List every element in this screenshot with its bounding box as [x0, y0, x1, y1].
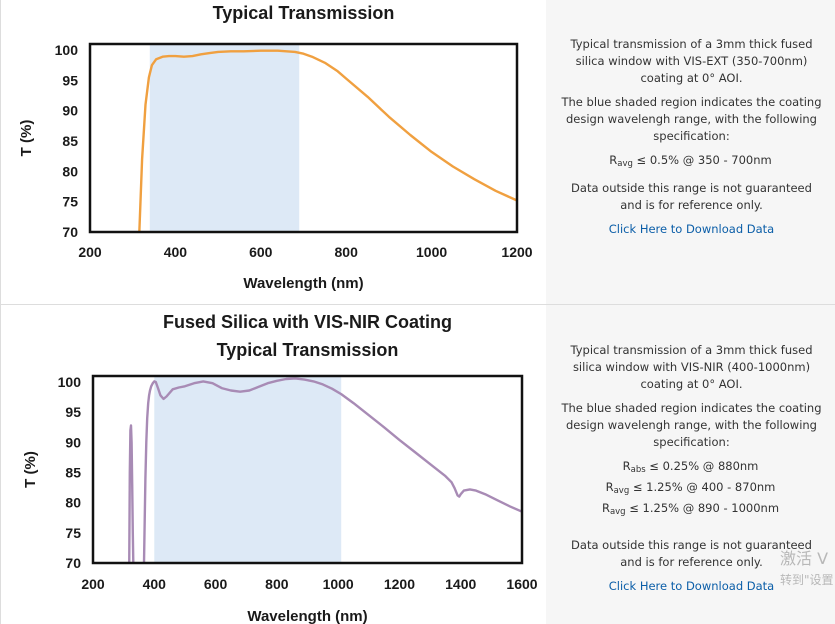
x-tick-label: 1000: [323, 576, 354, 592]
x-axis-label: Wavelength (nm): [243, 275, 363, 292]
plot-frame: [88, 42, 519, 234]
x-tick-label: 800: [335, 244, 359, 260]
x-tick-label: 1200: [501, 244, 532, 260]
y-tick-label: 85: [65, 465, 81, 481]
x-tick-label: 200: [78, 244, 102, 260]
shade-note-text: The blue shaded region indicates the coa…: [561, 401, 822, 449]
y-tick-label: 70: [62, 224, 78, 240]
info-panel: Typical transmission of a 3mm thick fuse…: [546, 0, 835, 304]
x-tick-label: 1000: [416, 244, 447, 260]
description-text: Typical transmission of a 3mm thick fuse…: [570, 343, 813, 391]
spec-value: ≤ 1.25% @ 890 - 1000nm: [625, 501, 780, 515]
disclaimer-text: Data outside this range is not guarantee…: [571, 181, 812, 212]
coating-design-range-shade: [154, 376, 342, 563]
watermark-line1: 激活 V: [780, 549, 829, 568]
y-tick-label: 95: [65, 404, 81, 420]
series-line: [128, 377, 522, 563]
chart-title: Fused Silica with VIS-NIR Coating: [163, 312, 452, 332]
spec-list: Ravg ≤ 0.5% @ 350 - 700nm: [546, 152, 835, 173]
spec-line: Ravg ≤ 0.5% @ 350 - 700nm: [546, 152, 835, 173]
x-tick-label: 200: [81, 576, 105, 592]
plot-frame: [91, 374, 524, 565]
info-text: Typical transmission of a 3mm thick fuse…: [546, 342, 835, 602]
shade-note-text: The blue shaded region indicates the coa…: [561, 95, 822, 143]
download-data-link[interactable]: Click Here to Download Data: [608, 222, 775, 236]
spec-subscript: abs: [630, 465, 646, 475]
spec-value: ≤ 0.5% @ 350 - 700nm: [632, 153, 772, 167]
y-tick-label: 70: [65, 555, 81, 571]
x-axis-label: Wavelength (nm): [247, 608, 367, 624]
x-tick-label: 1200: [384, 576, 415, 592]
x-tick-label: 1400: [445, 576, 476, 592]
y-tick-label: 90: [62, 103, 78, 119]
x-tick-label: 600: [249, 244, 273, 260]
description-text: Typical transmission of a 3mm thick fuse…: [570, 37, 813, 85]
info-text: Typical transmission of a 3mm thick fuse…: [546, 36, 835, 245]
spec-line: Ravg ≤ 1.25% @ 890 - 1000nm: [546, 500, 835, 521]
y-tick-label: 75: [62, 194, 78, 210]
chart-row-vis-nir: Fused Silica with VIS-NIR Coating Typical…: [0, 304, 835, 624]
y-tick-label: 100: [55, 42, 79, 58]
y-tick-label: 90: [65, 434, 81, 450]
x-tick-label: 400: [143, 576, 167, 592]
chart-title: Typical Transmission: [217, 340, 399, 360]
chart-cell: Typical Transmission 200 400 600 800 1000 1200…: [0, 0, 547, 304]
x-tick-label: 400: [164, 244, 188, 260]
y-tick-label: 85: [62, 133, 78, 149]
download-data-link[interactable]: Click Here to Download Data: [608, 579, 775, 593]
y-tick-label: 100: [58, 374, 82, 390]
spec-subscript: avg: [617, 159, 633, 169]
y-tick-label: 80: [65, 495, 81, 511]
transmission-chart-vis-ext: Typical Transmission 200 400 600 800 1000 1200…: [18, 3, 533, 292]
y-tick-label: 80: [62, 163, 78, 179]
spec-value: ≤ 0.25% @ 880nm: [645, 459, 759, 473]
spec-subscript: avg: [613, 486, 630, 496]
coating-design-range-shade: [149, 44, 300, 232]
spec-symbol: R: [605, 480, 614, 494]
chart-title: Typical Transmission: [213, 3, 395, 23]
y-axis-label: T (%): [22, 451, 39, 488]
spec-line: Rabs ≤ 0.25% @ 880nm: [546, 458, 835, 479]
x-tick-label: 1600: [506, 576, 537, 592]
chart-row-vis-ext: Typical Transmission 200 400 600 800 1000 1200…: [0, 0, 835, 304]
y-axis-label: T (%): [18, 120, 35, 157]
y-tick-label: 75: [65, 525, 81, 541]
series-line: [138, 49, 517, 232]
spec-line: Ravg ≤ 1.25% @ 400 - 870nm: [546, 479, 835, 500]
spec-value: ≤ 1.25% @ 400 - 870nm: [629, 480, 776, 494]
transmission-chart-vis-nir: Fused Silica with VIS-NIR Coating Typical…: [22, 312, 538, 624]
x-tick-label: 600: [204, 576, 228, 592]
spec-symbol: R: [609, 153, 618, 167]
watermark-line2: 转到"设置: [780, 573, 834, 587]
disclaimer-text: Data outside this range is not guarantee…: [571, 538, 812, 569]
y-tick-label: 95: [62, 72, 78, 88]
chart-cell: Fused Silica with VIS-NIR Coating Typical…: [0, 305, 547, 624]
spec-symbol: R: [601, 501, 610, 515]
info-panel: Typical transmission of a 3mm thick fuse…: [546, 305, 835, 624]
spec-subscript: avg: [609, 507, 626, 517]
spec-list: Rabs ≤ 0.25% @ 880nm Ravg ≤ 1.25% @ 400 -…: [546, 458, 835, 521]
spec-symbol: R: [622, 459, 631, 473]
x-tick-label: 800: [265, 576, 289, 592]
